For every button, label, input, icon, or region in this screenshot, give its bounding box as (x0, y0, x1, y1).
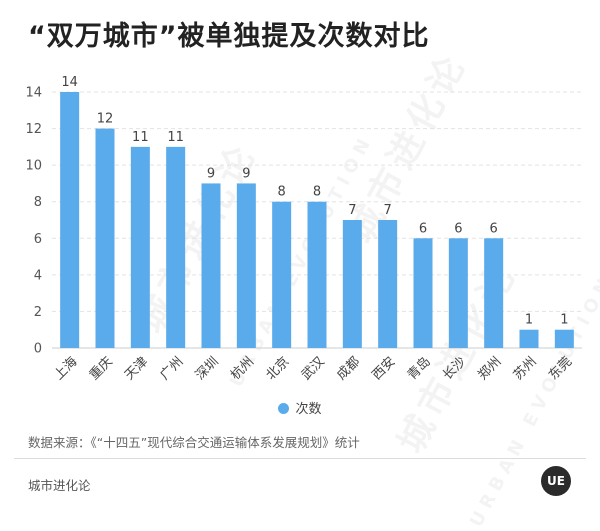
y-tick-label: 6 (34, 232, 42, 247)
bar-value-label: 6 (454, 221, 462, 236)
bar (130, 146, 150, 348)
x-tick-label: 杭州 (228, 354, 257, 383)
bar (272, 201, 292, 348)
x-tick-label: 北京 (263, 354, 292, 383)
y-tick-label: 8 (34, 195, 42, 210)
footer-brand: 城市进化论 (28, 478, 91, 493)
bar (378, 220, 398, 348)
x-tick-label: 长沙 (440, 354, 469, 383)
y-tick-label: 2 (34, 305, 42, 320)
bar-value-label: 1 (525, 313, 533, 328)
y-axis-ticks: 0 2 4 6 8 10 12 14 (25, 86, 42, 357)
bar (201, 183, 221, 348)
y-tick-label: 12 (25, 122, 42, 137)
x-tick-label: 西安 (369, 354, 398, 383)
bar-value-label: 8 (313, 185, 321, 200)
x-tick-label: 天津 (122, 354, 151, 383)
x-tick-label: 重庆 (86, 354, 116, 384)
x-tick-label: 成都 (334, 354, 363, 383)
x-tick-label: 郑州 (475, 354, 504, 383)
bar-value-label: 6 (419, 221, 427, 236)
bar-value-label: 11 (167, 130, 184, 145)
data-source: 数据来源：《“十四五”现代综合交通运输体系发展规划》统计 (28, 435, 360, 450)
bars (60, 92, 574, 348)
bar-value-label: 9 (207, 166, 215, 181)
y-tick-label: 4 (34, 268, 42, 283)
bar-value-label: 12 (97, 112, 114, 127)
bar (60, 92, 80, 348)
bar (342, 220, 362, 348)
x-tick-label: 武汉 (299, 354, 328, 383)
bar-value-label: 7 (384, 203, 392, 218)
bar (519, 329, 539, 348)
bar-value-label: 14 (61, 75, 78, 90)
bar-value-label: 11 (132, 130, 149, 145)
x-axis-labels: 上海 重庆 天津 广州 深圳 杭州 北京 武汉 成都 西安 青岛 长沙 郑州 苏州 东莞 (51, 354, 575, 384)
y-tick-label: 10 (25, 159, 42, 174)
x-tick-label: 广州 (157, 354, 186, 383)
chart-title: “双万城市”被单独提及次数对比 (28, 21, 430, 52)
x-tick-label: 青岛 (404, 354, 434, 384)
y-tick-label: 0 (34, 342, 42, 357)
legend-marker (278, 403, 290, 414)
bar (307, 201, 327, 348)
bar-value-label: 1 (560, 313, 568, 328)
bar (448, 238, 468, 348)
x-tick-label: 上海 (51, 354, 80, 383)
legend[interactable]: 次数 (0, 398, 600, 417)
x-tick-label: 深圳 (193, 354, 222, 383)
footer-divider (14, 458, 586, 459)
x-tick-label: 东莞 (546, 354, 575, 383)
bar-value-label: 8 (278, 185, 286, 200)
bar (554, 329, 574, 348)
bar (166, 146, 186, 348)
bar (413, 238, 433, 348)
bar (95, 128, 115, 348)
bar-value-label: 9 (242, 166, 250, 181)
bar-value-label: 7 (348, 203, 356, 218)
legend-label: 次数 (295, 402, 322, 417)
y-tick-label: 14 (25, 86, 42, 101)
bar (236, 183, 256, 348)
brand-logo: UE (541, 466, 571, 496)
bar-value-label: 6 (490, 221, 498, 236)
bar (484, 238, 504, 348)
x-tick-label: 苏州 (510, 354, 540, 384)
